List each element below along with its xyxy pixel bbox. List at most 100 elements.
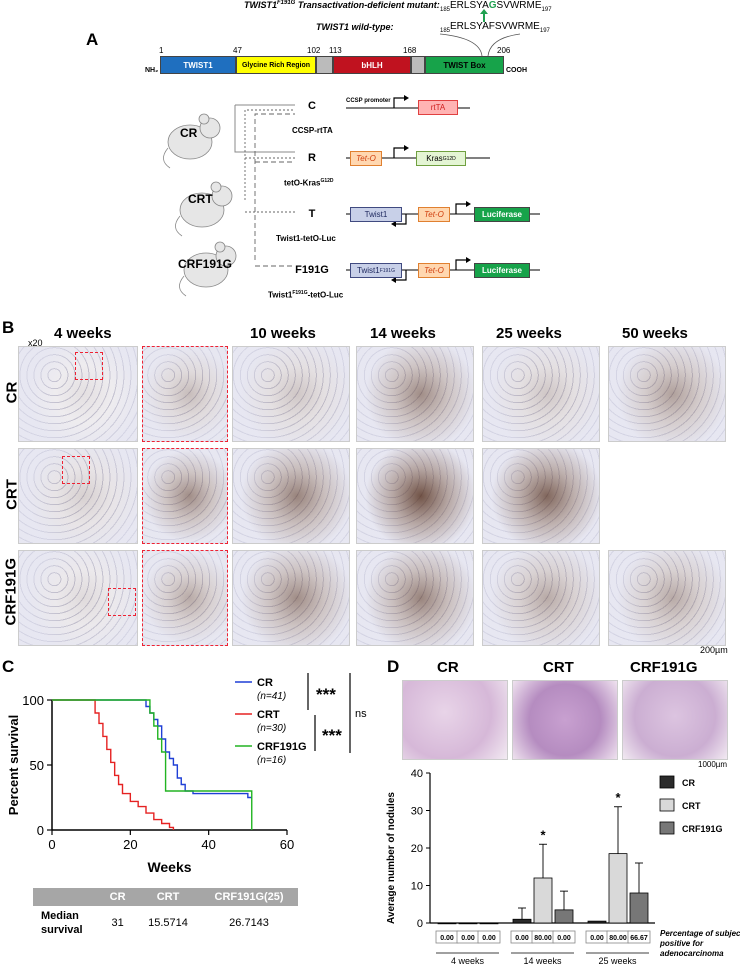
bar-ylabel: Average number of nodules bbox=[386, 792, 397, 924]
domain-twist1: TWIST1 bbox=[160, 56, 236, 74]
bar-ytick-label-20: 20 bbox=[411, 843, 423, 855]
pct-cell-3: 0.00 bbox=[515, 935, 529, 942]
survival-xtick-label-0: 0 bbox=[48, 837, 55, 852]
magnification-label: x20 bbox=[28, 338, 43, 348]
histo-d-scale: 1000µm bbox=[698, 760, 728, 769]
histo-d-label-crt: CRT bbox=[543, 659, 574, 676]
mutant-seq-post: SVWRME bbox=[496, 0, 542, 11]
bar-ytick-label-0: 0 bbox=[417, 918, 423, 930]
histo-d-label-cr: CR bbox=[437, 659, 459, 676]
histology-tile-crf191g-4w bbox=[18, 550, 138, 646]
survival-ytick-label-0: 0 bbox=[37, 823, 44, 838]
table-cell-crf: 26.7143 bbox=[229, 917, 269, 929]
week-label-10: 10 weeks bbox=[250, 325, 316, 342]
histology-tile-crf191g-25w bbox=[482, 550, 600, 646]
inset-marker-cr bbox=[75, 352, 103, 380]
table-cell-cr: 31 bbox=[111, 917, 124, 929]
significance-1: * bbox=[540, 827, 546, 842]
pct-cell-6: 0.00 bbox=[590, 935, 604, 942]
rtta-box: rtTA bbox=[418, 100, 458, 115]
bar-cr-0 bbox=[437, 922, 457, 925]
construct-f-sup: F191G bbox=[292, 290, 308, 296]
table-row-label: Median survival bbox=[33, 906, 99, 940]
bar-crt-0 bbox=[458, 922, 478, 925]
histology-tile-crt-4w bbox=[18, 448, 138, 544]
legend-n-crt: (n=30) bbox=[257, 723, 286, 734]
construct-f-letter: F191G bbox=[295, 264, 329, 276]
luciferase-box-t: Luciferase bbox=[474, 207, 530, 222]
legend-name-crt: CRT bbox=[257, 709, 280, 721]
mutant-sup: F191G bbox=[277, 0, 296, 6]
mutant-desc: Transactivation-deficient mutant: bbox=[295, 0, 440, 10]
histology-tile-crf191g-50w bbox=[608, 550, 726, 646]
ns-label: ns bbox=[355, 708, 367, 720]
domain-bhlh: bHLH bbox=[333, 56, 411, 74]
teto-box-t: Tet-O bbox=[418, 207, 450, 222]
bar-crf191g-2 bbox=[629, 892, 649, 924]
histo-d-image-cr bbox=[402, 680, 508, 760]
pct-cell-7: 80.00 bbox=[609, 935, 627, 942]
pos-113: 113 bbox=[329, 46, 342, 55]
histo-d-image-crt bbox=[512, 680, 618, 760]
pct-cell-box-2 bbox=[477, 930, 501, 944]
wt-seq-start: 185 bbox=[440, 28, 451, 34]
pos-1: 1 bbox=[159, 46, 164, 55]
construct-t-letter: T bbox=[308, 208, 316, 220]
wt-line-label: TWIST1 wild-type: bbox=[316, 22, 394, 32]
group-label-0: 4 weeks bbox=[451, 956, 485, 966]
pct-cell-box-8 bbox=[627, 930, 651, 944]
construct-r-sup: G12D bbox=[320, 178, 334, 184]
histology-tile-crt-4w-inset bbox=[142, 448, 228, 544]
survival-ytick-label-100: 100 bbox=[22, 693, 44, 708]
histology-tile-cr-14w bbox=[356, 346, 474, 442]
pct-label-2: adenocarcinoma bbox=[660, 949, 724, 958]
pos-102: 102 bbox=[307, 46, 321, 55]
construct-t-name: Twist1-tetO-Luc bbox=[276, 234, 336, 243]
legend-n-crf191g: (n=16) bbox=[257, 755, 286, 766]
significance-2: * bbox=[615, 790, 621, 805]
mutant-seq-end: 197 bbox=[541, 7, 552, 13]
pct-label-1: positive for bbox=[659, 939, 704, 948]
kras-box: Kras G12D bbox=[416, 151, 466, 166]
wt-seq-end: 197 bbox=[539, 28, 550, 34]
bar-cr-1 bbox=[512, 918, 532, 924]
ccsp-promoter-label: CCSP promoter bbox=[346, 98, 391, 104]
luciferase-box-f: Luciferase bbox=[474, 263, 530, 278]
histology-tile-cr-4w bbox=[18, 346, 138, 442]
mouse-cr-icon bbox=[163, 113, 221, 169]
twist1-mut-text: Twist1 bbox=[357, 266, 380, 275]
mutant-gene: TWIST1 bbox=[244, 0, 277, 10]
row-label-survival: survival bbox=[41, 924, 83, 936]
survival-xtick-label-40: 40 bbox=[201, 837, 215, 852]
twist1-mut-sup: F191G bbox=[379, 267, 395, 274]
teto-box-r: Tet-O bbox=[350, 151, 382, 166]
histology-tile-crt-14w bbox=[356, 448, 474, 544]
construct-f-name: Twist1F191G-tetO-Luc bbox=[268, 290, 343, 300]
histology-tile-crf191g-14w bbox=[356, 550, 474, 646]
domain-glycine: Glycine Rich Region bbox=[236, 56, 316, 74]
survival-chart: 0 50 100 0 20 40 60 Weeks Percent survival CR (n=4… bbox=[6, 673, 367, 875]
histology-tile-crt-25w bbox=[482, 448, 600, 544]
construct-c-letter: C bbox=[308, 100, 316, 112]
domain-twist-box: TWIST Box bbox=[425, 56, 504, 74]
histo-d-label-crf: CRF191G bbox=[630, 659, 698, 676]
survival-line-crt bbox=[52, 699, 175, 830]
inset-marker-crf191g bbox=[108, 588, 136, 616]
histology-tile-crf191g-10w bbox=[232, 550, 350, 646]
pos-206: 206 bbox=[497, 46, 511, 55]
table-header-blank bbox=[33, 888, 99, 906]
legend-name-crf191g: CRF191G bbox=[257, 741, 307, 753]
construct-f-name-text: Twist1 bbox=[268, 290, 293, 300]
table-header-crf: CRF191G(25) bbox=[214, 891, 284, 903]
bar-ytick-label-40: 40 bbox=[411, 768, 423, 780]
nh2-label: NH₂ bbox=[145, 67, 159, 74]
week-label-25: 25 weeks bbox=[496, 325, 562, 342]
survival-ylabel: Percent survival bbox=[6, 715, 21, 815]
bar-legend-label-crt: CRT bbox=[682, 801, 701, 811]
inset-marker-crt bbox=[62, 456, 90, 484]
week-label-4: 4 weeks bbox=[54, 325, 112, 342]
construct-f-name-rest: -tetO-Luc bbox=[307, 290, 344, 300]
histology-tile-cr-25w bbox=[482, 346, 600, 442]
group-label-1: 14 weeks bbox=[523, 956, 562, 966]
histology-tile-cr-10w bbox=[232, 346, 350, 442]
